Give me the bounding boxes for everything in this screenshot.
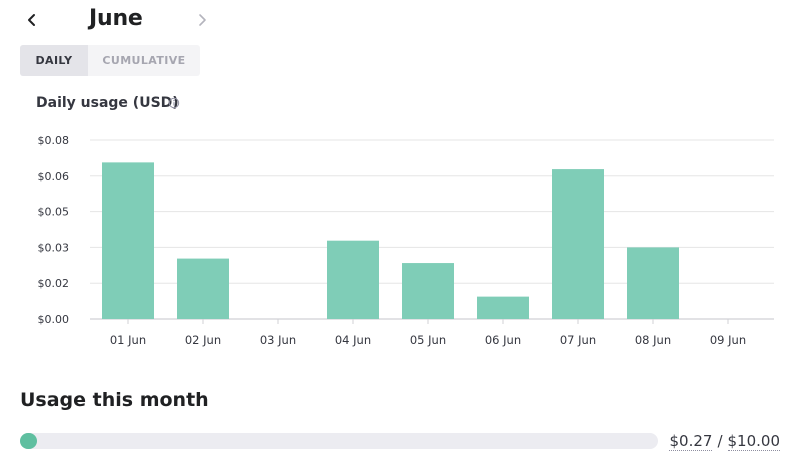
x-tick-label: 01 Jun	[110, 333, 146, 347]
bar-05-jun[interactable]	[402, 263, 454, 319]
usage-progress-bar	[20, 433, 658, 449]
x-tick-label: 02 Jun	[185, 333, 221, 347]
daily-tab[interactable]: DAILY	[20, 45, 88, 76]
info-icon[interactable]	[168, 97, 180, 109]
x-tick-label: 05 Jun	[410, 333, 446, 347]
previous-month-button[interactable]	[20, 8, 44, 32]
bar-01-jun[interactable]	[102, 162, 154, 319]
bar-08-jun[interactable]	[627, 247, 679, 319]
next-month-button[interactable]	[190, 8, 214, 32]
usage-progress-fill	[20, 433, 38, 449]
usage-this-month-title: Usage this month	[20, 389, 209, 411]
x-tick-label: 08 Jun	[635, 333, 671, 347]
view-toggle: DAILY CUMULATIVE	[20, 45, 200, 76]
usage-used-amount: $0.27	[669, 432, 713, 451]
y-tick-label: $0.06	[38, 170, 70, 183]
cumulative-tab[interactable]: CUMULATIVE	[102, 54, 186, 67]
x-tick-label: 09 Jun	[710, 333, 746, 347]
y-tick-label: $0.05	[38, 206, 70, 219]
y-tick-label: $0.00	[38, 313, 70, 326]
y-tick-label: $0.02	[38, 277, 70, 290]
usage-separator: /	[717, 432, 723, 450]
usage-limit-amount[interactable]: $10.00	[727, 432, 780, 451]
month-title: June	[89, 6, 143, 31]
chevron-left-icon	[28, 14, 35, 26]
bar-02-jun[interactable]	[177, 258, 229, 319]
bar-04-jun[interactable]	[327, 240, 379, 319]
usage-amount: $0.27/$10.00	[669, 432, 780, 451]
daily-usage-chart: $0.00 $0.02 $0.03 $0.05 $0.06 $0.08 01 Jun 02 J…	[38, 134, 774, 347]
bar-06-jun[interactable]	[477, 296, 529, 319]
y-tick-label: $0.08	[38, 134, 70, 147]
chevron-right-icon	[199, 14, 206, 26]
x-tick-label: 03 Jun	[260, 333, 296, 347]
bar-07-jun[interactable]	[552, 169, 604, 319]
y-tick-label: $0.03	[38, 241, 70, 254]
x-tick-label: 06 Jun	[485, 333, 521, 347]
x-tick-label: 04 Jun	[335, 333, 371, 347]
chart-title: Daily usage (USD)	[36, 95, 179, 111]
month-navigation: June	[20, 4, 220, 34]
x-tick-label: 07 Jun	[560, 333, 596, 347]
